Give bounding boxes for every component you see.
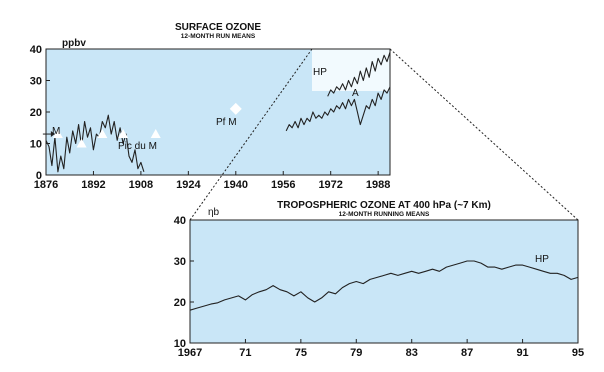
- surface-ozone-y-ticks: 0 10 20 30 40: [30, 44, 50, 182]
- tropospheric-ozone-y-ticks: 10 20 30 40: [174, 215, 194, 350]
- tropospheric-ozone-plot-area: [190, 220, 578, 343]
- series-hp-line-bottom: [189, 260, 579, 311]
- surface-ozone-x-ticks: 1876 1892 1908 1924 1940 1956 1972 1988: [34, 171, 390, 191]
- series-pf-m-marker: [229, 102, 242, 115]
- surface-ozone-subtitle: 12-MONTH RUN MEANS: [181, 33, 256, 40]
- tropospheric-y-tick-label: 40: [174, 215, 186, 227]
- series-m-arrowhead: [50, 131, 55, 138]
- surface-ozone-series-labels: M Pic du M Pf M HP A: [52, 67, 359, 152]
- surface-y-tick-label: 0: [36, 170, 42, 182]
- zoom-connector-left: [189, 48, 313, 221]
- tropospheric-x-tick-label: 95: [572, 347, 584, 359]
- tropospheric-x-tick-label: 91: [516, 347, 528, 359]
- series-pic-du-m-marker: [76, 138, 87, 148]
- series-label-pf-m: Pf M: [216, 117, 237, 128]
- series-hp-line: [327, 52, 391, 97]
- tropospheric-ozone-panel: TROPOSPHERIC OZONE AT 400 hPa (~7 Km) 12…: [174, 200, 584, 359]
- tropospheric-ozone-frame: [189, 219, 579, 344]
- surface-y-tick-label: 20: [30, 107, 42, 119]
- tropospheric-ozone-series: [189, 260, 579, 311]
- tropospheric-y-tick-label: 20: [174, 297, 186, 309]
- series-m-line: [45, 114, 145, 173]
- series-label-hp-bottom: HP: [535, 254, 549, 265]
- tropospheric-ozone-x-ticks: 1967 71 75 79 83 87 91 95: [178, 339, 584, 359]
- zoom-connector-right: [389, 48, 579, 221]
- series-pic-du-m-marker: [97, 129, 108, 139]
- surface-x-tick-label: 1988: [366, 179, 390, 191]
- surface-y-tick-label: 40: [30, 44, 42, 56]
- surface-x-tick-label: 1924: [176, 179, 201, 191]
- surface-x-tick-label: 1972: [318, 179, 342, 191]
- tropospheric-x-tick-label: 83: [406, 347, 418, 359]
- series-pic-du-m-marker: [118, 129, 129, 139]
- tropospheric-ozone-subtitle: 12-MONTH RUNNING MEANS: [339, 211, 430, 218]
- surface-y-tick-label: 30: [30, 76, 42, 88]
- tropospheric-ozone-title: TROPOSPHERIC OZONE AT 400 hPa (~7 Km): [277, 200, 491, 211]
- tropospheric-x-tick-label: 1967: [178, 347, 202, 359]
- series-pic-du-m-marker: [52, 129, 63, 139]
- tropospheric-x-tick-label: 87: [461, 347, 473, 359]
- surface-x-tick-label: 1908: [129, 179, 153, 191]
- series-label-pic-du-m: Pic du M: [118, 141, 157, 152]
- surface-ozone-title: SURFACE OZONE: [175, 22, 261, 33]
- tropospheric-x-tick-label: 71: [239, 347, 251, 359]
- tropospheric-y-tick-label: 30: [174, 256, 186, 268]
- series-label-a: A: [352, 88, 359, 99]
- surface-x-tick-label: 1876: [34, 179, 58, 191]
- surface-ozone-series: [42, 52, 391, 173]
- series-a-line: [285, 86, 391, 132]
- surface-ozone-y-label: ppbv: [62, 38, 86, 49]
- surface-x-tick-label: 1956: [271, 179, 295, 191]
- surface-y-tick-label: 10: [30, 139, 42, 151]
- surface-x-tick-label: 1940: [224, 179, 248, 191]
- tropospheric-x-tick-label: 75: [295, 347, 307, 359]
- tropospheric-ozone-y-label: ηb: [208, 207, 220, 218]
- surface-x-tick-label: 1892: [81, 179, 105, 191]
- series-pic-du-m-marker: [150, 129, 161, 139]
- tropospheric-x-tick-label: 79: [350, 347, 362, 359]
- surface-ozone-inset-highlight: [312, 49, 390, 91]
- series-label-hp-top: HP: [313, 67, 327, 78]
- surface-ozone-panel: SURFACE OZONE 12-MONTH RUN MEANS ppbv 01…: [30, 22, 391, 191]
- tropospheric-y-tick-label: 10: [174, 338, 186, 350]
- series-label-m: M: [52, 126, 60, 137]
